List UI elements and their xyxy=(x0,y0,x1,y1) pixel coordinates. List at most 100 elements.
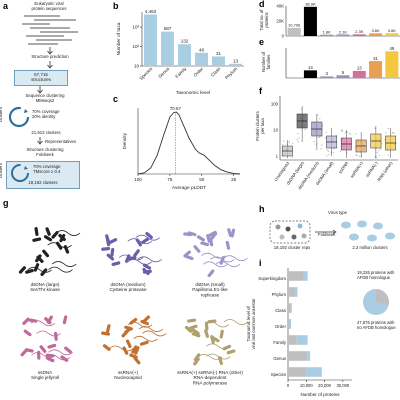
protein-structure-loop xyxy=(138,326,164,332)
flow-source-label: Eukaryotic viral protein sequences xyxy=(31,1,67,11)
chart-e-value-label: 5 xyxy=(342,70,345,75)
chart-i-bar-with xyxy=(288,319,291,329)
virus-type-label: Virus type xyxy=(328,210,348,215)
chart-f-point xyxy=(298,137,300,139)
chart-b-ytick-label: 10² xyxy=(132,44,139,49)
protein-structure-helix xyxy=(141,237,150,244)
chart-d-bar xyxy=(287,27,301,36)
chart-e-value-label: 14 xyxy=(308,65,313,70)
protein-structure-loop xyxy=(201,252,226,259)
chart-d-ylabel: Total no. ofproteins xyxy=(259,9,269,31)
chart-f-point xyxy=(344,132,346,134)
protein-structure-helix xyxy=(140,319,150,326)
protein-structure-helix xyxy=(25,268,34,274)
protein-structure-helix xyxy=(106,253,115,261)
chart-b-category-label: Family xyxy=(174,66,187,79)
protein-structure-helix xyxy=(225,240,231,250)
chart-d-value-label: 10,796 xyxy=(288,23,301,28)
chart-b-bar xyxy=(144,14,157,67)
protein-structure-helix xyxy=(129,317,138,325)
protein-structure-loop xyxy=(206,343,231,350)
chart-f-point xyxy=(292,142,294,145)
protein-structure-helix xyxy=(134,346,140,355)
protein-structure-helix xyxy=(135,238,143,247)
flow-ring2-label: 70% coverage 20% identity xyxy=(32,109,60,119)
chart-d-value-label: 3.6K xyxy=(371,28,380,33)
chart-e-value-label: 49 xyxy=(389,46,394,51)
protein-structure-helix xyxy=(191,328,200,335)
protein-structure-helix xyxy=(108,238,118,244)
protein-structure-loop xyxy=(127,238,153,245)
chart-b-category-label: Class xyxy=(210,66,222,78)
protein-structure-helix xyxy=(226,349,236,355)
protein-structure-helix xyxy=(193,245,201,253)
panel-letter-h: h xyxy=(259,204,265,214)
protein-structure-helix xyxy=(62,315,68,325)
flow-representatives-label: Representatives xyxy=(45,139,77,144)
protein-structure-helix xyxy=(183,232,193,237)
protein-structure-helix xyxy=(55,241,63,250)
protein-structure-helix xyxy=(34,227,39,237)
protein-structure-helix xyxy=(131,345,138,354)
chart-c-xlabel: Average pLDDT xyxy=(172,185,206,191)
chart-f-point xyxy=(339,150,342,152)
chart-e-value-label: 31 xyxy=(373,56,378,61)
chart-i-bar-with xyxy=(288,335,297,345)
chart-d-bar xyxy=(369,33,383,36)
chart-i-xtick-label: 30,000 xyxy=(336,383,349,388)
panel-h-diagram xyxy=(269,220,395,244)
chart-f-point xyxy=(320,148,322,150)
protein-structure-helix xyxy=(219,256,225,265)
chart-f-point xyxy=(392,132,394,134)
protein-structure-loop xyxy=(51,261,77,267)
chart-f-point xyxy=(296,138,298,141)
chart-f-point xyxy=(319,136,321,138)
protein-structure-helix xyxy=(184,254,194,261)
chart-f-point xyxy=(316,114,319,116)
chart-i-category-label: Superkingdom xyxy=(258,276,286,281)
chart-i-bar-without xyxy=(305,367,322,377)
chart-f-point xyxy=(349,133,351,135)
chart-i-xtick-label: 20,000 xyxy=(318,383,331,388)
protein-structure-loop xyxy=(109,345,134,352)
chart-f-point xyxy=(376,151,379,154)
chart-i-bar-without xyxy=(295,287,298,297)
chart-f-ytick-label: 1 xyxy=(276,154,279,159)
chart-d-ytick-label: 0 xyxy=(282,34,285,39)
chart-f-point xyxy=(328,154,330,156)
chart-f-point xyxy=(379,148,382,150)
panel-h-right-label: 2.3 million clusters xyxy=(352,245,388,250)
protein-structure-helix xyxy=(124,325,133,331)
protein-structure-helix xyxy=(102,344,111,351)
protein-structure-helix xyxy=(63,245,70,254)
protein-structure-loop xyxy=(210,256,235,263)
protein-structure-helix xyxy=(183,250,191,258)
protein-structure-helix xyxy=(193,353,201,362)
flow-structures-count: 67,715 structures xyxy=(31,72,51,82)
structure-caption: dsDNA (large) Ser/Thr kinase xyxy=(30,282,60,292)
protein-structure-loop xyxy=(137,256,162,263)
protein-structure-helix xyxy=(188,324,198,330)
protein-structure-helix xyxy=(47,343,57,349)
flow-ring3-label: 70% coverage TMscore ≥ 0.4 xyxy=(33,164,61,174)
arrow-down-icon xyxy=(37,137,43,145)
chart-i-ylabel: Taxonomic level ofviral last common ance… xyxy=(246,298,256,350)
protein-structure-loop xyxy=(223,255,248,262)
structure-caption: ssRNA(+) ssRNA(-) RNA (other) RNA-depende… xyxy=(177,370,243,385)
chart-f-point xyxy=(387,127,390,130)
chart-b-value-label: 132 xyxy=(181,39,189,44)
chart-f-point xyxy=(282,140,285,142)
protein-structure-helix xyxy=(187,231,197,237)
chart-c-xtick-label: 50 xyxy=(199,177,205,182)
chart-i-bar-with xyxy=(288,287,296,297)
protein-structure-helix xyxy=(193,357,200,366)
chart-b-value-label: 48 xyxy=(199,47,205,52)
panel-h-arrow-label: Foldseek xyxy=(318,232,336,237)
chart-i-bar-with xyxy=(288,303,291,313)
chart-b-bar xyxy=(178,44,191,66)
structure-caption: dsDNA (small) Papilloma E1-like replicase xyxy=(192,282,228,297)
chart-b-value-label: 4,463 xyxy=(145,9,157,14)
chart-i-svg: Superkingdom Phylum Class Order Family Genus S… xyxy=(246,268,396,397)
protein-structure-loop xyxy=(48,349,73,356)
